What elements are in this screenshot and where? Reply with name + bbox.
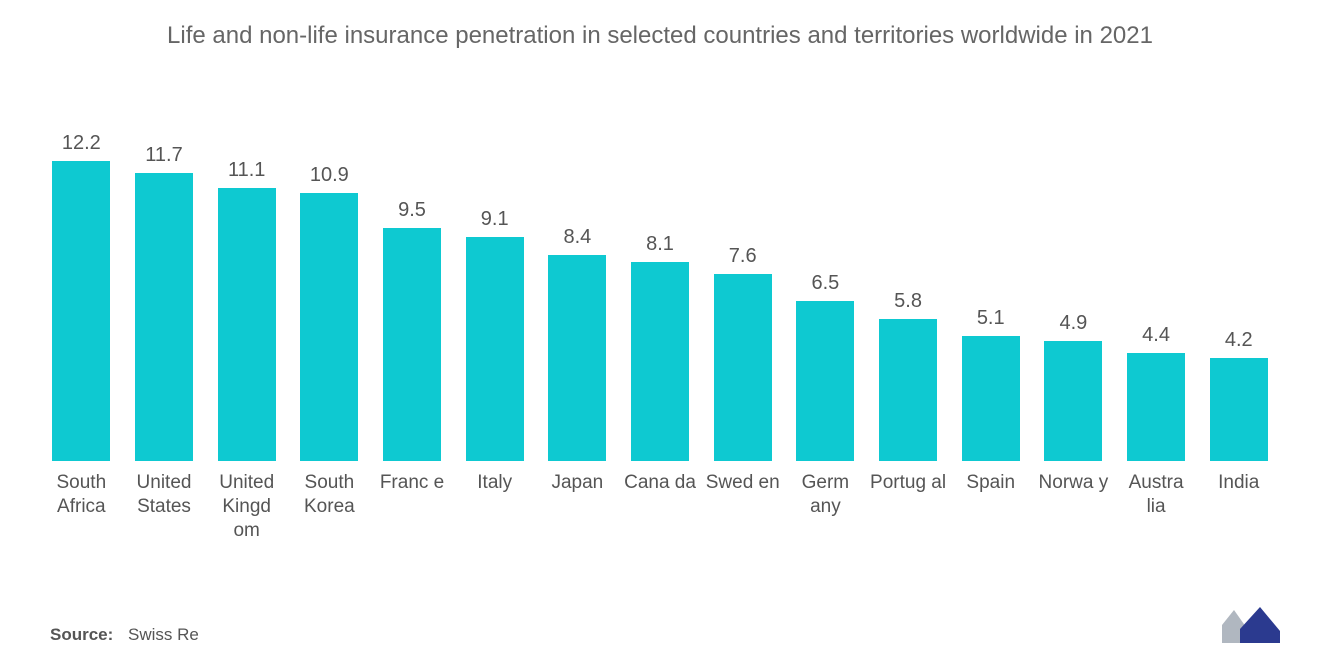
x-axis-tick-label: South Korea <box>288 471 371 542</box>
bar <box>796 301 854 461</box>
source-value: Swiss Re <box>128 625 199 644</box>
source-label: Source: <box>50 625 113 644</box>
bar <box>714 274 772 461</box>
bar-value-label: 7.6 <box>729 245 757 268</box>
bar <box>52 161 110 461</box>
bar-group: 10.9 <box>288 111 371 461</box>
bar <box>1127 353 1185 461</box>
brand-logo <box>1220 605 1290 645</box>
bar-value-label: 11.7 <box>145 144 182 167</box>
x-axis-tick-label: Spain <box>949 471 1032 542</box>
bar-group: 9.5 <box>371 111 454 461</box>
x-axis-tick-label: South Africa <box>40 471 123 542</box>
bar-group: 5.8 <box>867 111 950 461</box>
chart-title: Life and non-life insurance penetration … <box>110 20 1210 51</box>
bar-value-label: 9.1 <box>481 208 509 231</box>
logo-icon <box>1220 605 1290 645</box>
x-axis-labels: South AfricaUnited StatesUnited Kingd om… <box>30 461 1290 542</box>
bar-value-label: 8.1 <box>646 233 674 256</box>
bar-chart: 12.2 11.7 11.1 10.9 9.5 9.1 8.4 8.1 7.6 6.5 5.8 5.1… <box>30 111 1290 461</box>
bar-group: 4.9 <box>1032 111 1115 461</box>
bar <box>548 255 606 462</box>
bar-value-label: 5.8 <box>894 290 922 313</box>
bar <box>135 173 193 461</box>
chart-container: Life and non-life insurance penetration … <box>0 0 1320 665</box>
bar-value-label: 5.1 <box>977 307 1005 330</box>
x-axis-tick-label: Portug al <box>867 471 950 542</box>
bar <box>1210 358 1268 461</box>
bar <box>879 319 937 462</box>
x-axis-tick-label: Austra lia <box>1115 471 1198 542</box>
x-axis-tick-label: United States <box>123 471 206 542</box>
bar-group: 4.4 <box>1115 111 1198 461</box>
bar-value-label: 4.9 <box>1059 312 1087 335</box>
bar-value-label: 10.9 <box>310 164 349 187</box>
bar-value-label: 6.5 <box>811 272 839 295</box>
x-axis-tick-label: Franc e <box>371 471 454 542</box>
bar-group: 8.1 <box>619 111 702 461</box>
bar-group: 11.1 <box>205 111 288 461</box>
bar-group: 6.5 <box>784 111 867 461</box>
source-citation: Source: Swiss Re <box>50 625 199 645</box>
x-axis-tick-label: Swed en <box>701 471 784 542</box>
x-axis-tick-label: Cana da <box>619 471 702 542</box>
chart-footer: Source: Swiss Re <box>50 605 1290 645</box>
bar-value-label: 12.2 <box>62 132 101 155</box>
bar <box>383 228 441 462</box>
bar-group: 4.2 <box>1197 111 1280 461</box>
bar <box>300 193 358 461</box>
bar-value-label: 4.4 <box>1142 324 1170 347</box>
x-axis-tick-label: Japan <box>536 471 619 542</box>
x-axis-tick-label: United Kingd om <box>205 471 288 542</box>
bar <box>631 262 689 461</box>
x-axis-tick-label: Germ any <box>784 471 867 542</box>
bar-group: 8.4 <box>536 111 619 461</box>
bar-group: 12.2 <box>40 111 123 461</box>
x-axis-tick-label: Norwa y <box>1032 471 1115 542</box>
x-axis-tick-label: India <box>1197 471 1280 542</box>
bar-group: 7.6 <box>701 111 784 461</box>
bar <box>1044 341 1102 461</box>
bar-value-label: 9.5 <box>398 199 426 222</box>
bar-group: 5.1 <box>949 111 1032 461</box>
x-axis-tick-label: Italy <box>453 471 536 542</box>
bar-group: 9.1 <box>453 111 536 461</box>
bar-value-label: 8.4 <box>563 226 591 249</box>
bar-group: 11.7 <box>123 111 206 461</box>
bar-value-label: 4.2 <box>1225 329 1253 352</box>
bar <box>218 188 276 461</box>
bar <box>466 237 524 461</box>
bar <box>962 336 1020 461</box>
bar-value-label: 11.1 <box>228 159 265 182</box>
